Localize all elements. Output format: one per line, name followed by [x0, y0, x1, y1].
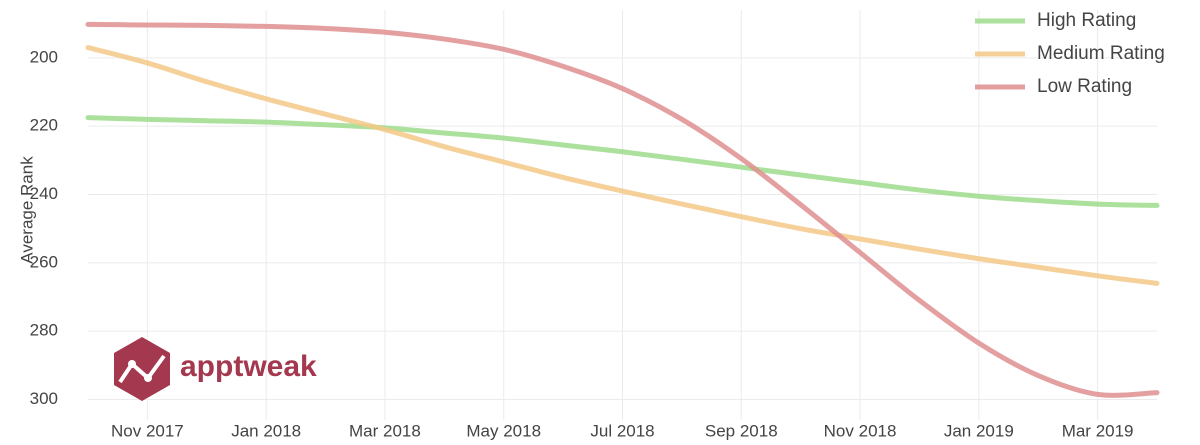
y-axis-title: Average Rank: [17, 156, 36, 264]
legend-label: Medium Rating: [1037, 43, 1165, 64]
series-line: [85, 21, 1160, 398]
x-tick-label: Jan 2018: [231, 421, 301, 440]
logo-hexagon: [114, 337, 170, 401]
logo-icon-dot: [128, 360, 136, 368]
y-tick-label: 240: [30, 184, 58, 203]
y-tick-label: 260: [30, 252, 58, 271]
x-tick-label: Nov 2017: [111, 421, 184, 440]
logo-icon-line: [118, 354, 166, 384]
series-line: [85, 45, 1160, 286]
x-tick-label: Mar 2018: [349, 421, 421, 440]
logo-icon-dot: [144, 374, 152, 382]
y-tick-label: 280: [30, 321, 58, 340]
legend-label: Low Rating: [1037, 76, 1132, 97]
x-tick-label: Mar 2019: [1062, 421, 1134, 440]
y-tick-label: 220: [30, 116, 58, 135]
y-tick-label: 200: [30, 47, 58, 66]
series-line: [85, 115, 1160, 208]
x-tick-label: Jan 2019: [944, 421, 1014, 440]
y-tick-label: 300: [30, 389, 58, 408]
legend-label: High Rating: [1037, 10, 1136, 31]
x-tick-label: Sep 2018: [705, 421, 778, 440]
logo-text: apptweak: [180, 350, 317, 383]
x-tick-label: Jul 2018: [590, 421, 654, 440]
x-tick-label: Nov 2018: [824, 421, 897, 440]
logo: apptweak: [114, 337, 317, 401]
x-tick-label: May 2018: [466, 421, 541, 440]
